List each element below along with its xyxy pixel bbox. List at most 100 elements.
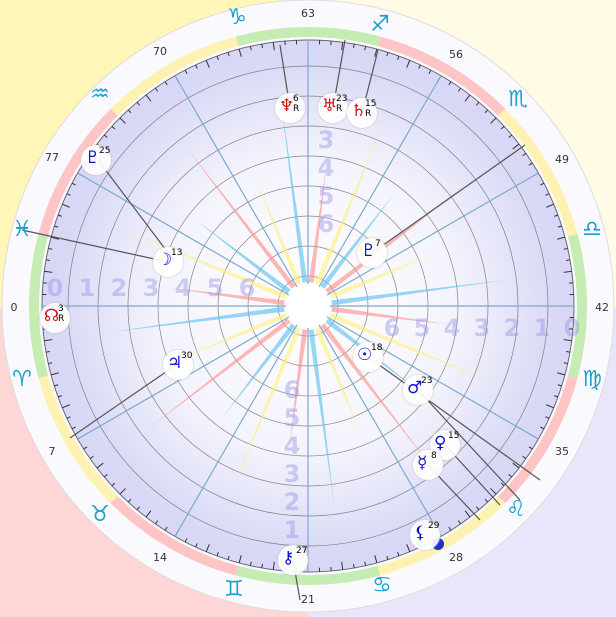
saturn-icon: ♄ bbox=[351, 101, 367, 121]
tick bbox=[48, 362, 53, 365]
ring-number: 2 bbox=[503, 314, 521, 342]
tick bbox=[71, 426, 76, 430]
pluto-25-icon: ♇ bbox=[85, 148, 101, 168]
tick bbox=[386, 555, 389, 560]
tick bbox=[448, 81, 452, 86]
tick bbox=[557, 236, 566, 240]
tick bbox=[448, 526, 452, 531]
element-arc bbox=[377, 36, 506, 116]
house-line bbox=[77, 172, 291, 297]
ring-number: 6 bbox=[238, 274, 256, 302]
venus-icon: ♀ bbox=[434, 433, 447, 453]
planet-sun[interactable]: ☉ 18 bbox=[353, 342, 383, 372]
ring-number: 3 bbox=[142, 274, 160, 302]
sign-libra-icon: ♎ bbox=[582, 217, 602, 242]
planet-pluto-7[interactable]: ♇ 7 bbox=[357, 238, 387, 268]
tick bbox=[227, 52, 230, 57]
planet-pluto-25[interactable]: ♇ 25 bbox=[81, 145, 111, 175]
tick bbox=[119, 117, 126, 124]
tick bbox=[397, 55, 400, 60]
aspect-line bbox=[371, 144, 526, 254]
ring-number: 1 bbox=[78, 274, 96, 302]
tick bbox=[205, 60, 210, 68]
tick bbox=[261, 43, 263, 49]
tick bbox=[44, 339, 53, 342]
planet-chiron[interactable]: ⚷ 27 bbox=[278, 545, 308, 575]
element-arc bbox=[38, 375, 118, 504]
tick bbox=[545, 193, 550, 196]
tick bbox=[418, 64, 421, 69]
tick bbox=[484, 109, 489, 114]
aspect-line bbox=[21, 229, 169, 263]
degree-label: 56 bbox=[449, 48, 463, 61]
tick bbox=[155, 87, 159, 92]
element-arc bbox=[235, 565, 381, 585]
degree-label: 21 bbox=[301, 593, 315, 606]
planet-neptune[interactable]: ♆ 6 R bbox=[275, 93, 305, 123]
sign-gemini-icon: ♊ bbox=[224, 577, 244, 602]
jupiter-icon: ♃ bbox=[167, 353, 183, 373]
tick bbox=[71, 182, 76, 186]
sign-cancer-icon: ♋ bbox=[372, 573, 392, 598]
ring-number: 3 bbox=[283, 460, 301, 488]
tick bbox=[66, 416, 71, 419]
planet-degree: 7 bbox=[375, 239, 381, 249]
planet-moon[interactable]: ☽ 13 bbox=[153, 247, 183, 277]
tick bbox=[127, 498, 132, 503]
star-ray bbox=[281, 107, 308, 283]
ring-number: 1 bbox=[283, 516, 301, 544]
tick bbox=[353, 43, 355, 49]
ring-number: 3 bbox=[317, 126, 335, 154]
tick bbox=[512, 462, 520, 469]
tick bbox=[540, 182, 545, 186]
planet-degree: 23 bbox=[421, 376, 433, 386]
tick bbox=[261, 563, 263, 569]
tick bbox=[54, 384, 59, 387]
tick bbox=[484, 498, 489, 503]
planet-degree: 29 bbox=[428, 521, 440, 531]
north-node-icon: ☊ bbox=[44, 306, 60, 326]
tick bbox=[136, 101, 140, 106]
retrograde-marker: R bbox=[336, 104, 343, 114]
planet-uranus[interactable]: ♅ 23 R bbox=[318, 93, 348, 123]
sun-icon: ☉ bbox=[357, 345, 373, 365]
star-ray bbox=[329, 312, 493, 383]
star-ray bbox=[308, 329, 335, 505]
tick bbox=[66, 193, 71, 196]
retrograde-marker: R bbox=[58, 314, 65, 324]
planet-saturn[interactable]: ♄ 15 R bbox=[347, 98, 377, 128]
star-ray bbox=[109, 306, 285, 333]
ring-number: 2 bbox=[283, 488, 301, 516]
star-ray bbox=[331, 279, 507, 306]
planet-mars[interactable]: ♂ 23 bbox=[403, 375, 433, 405]
tick bbox=[89, 455, 94, 459]
tick bbox=[57, 214, 62, 217]
planet-north-node[interactable]: ☊ 3 R bbox=[40, 303, 70, 333]
tick bbox=[164, 81, 168, 86]
star-ray bbox=[196, 220, 291, 294]
star-ray bbox=[149, 318, 291, 428]
tick bbox=[195, 64, 198, 69]
planet-lilith[interactable]: ⚸ 29 bbox=[410, 520, 440, 550]
tick bbox=[353, 563, 355, 569]
degree-label: 35 bbox=[555, 445, 569, 458]
tick bbox=[500, 125, 505, 130]
star-ray bbox=[331, 306, 447, 325]
planet-jupiter[interactable]: ♃ 30 bbox=[163, 350, 193, 380]
tick bbox=[62, 203, 70, 208]
element-arc bbox=[498, 375, 578, 504]
tick bbox=[500, 482, 505, 487]
tick bbox=[119, 488, 126, 495]
tick bbox=[83, 446, 88, 450]
element-arc bbox=[498, 108, 578, 237]
element-arc bbox=[38, 108, 118, 237]
sign-taurus-icon: ♉ bbox=[90, 502, 110, 527]
star-ray bbox=[169, 287, 285, 306]
ring-number: 6 bbox=[283, 376, 301, 404]
tick bbox=[374, 555, 378, 564]
tick bbox=[565, 351, 571, 353]
star-ray bbox=[314, 327, 362, 436]
chiron-icon: ⚷ bbox=[282, 548, 295, 568]
planet-mercury[interactable]: ☿ 8 bbox=[413, 450, 443, 480]
tick bbox=[557, 384, 562, 387]
